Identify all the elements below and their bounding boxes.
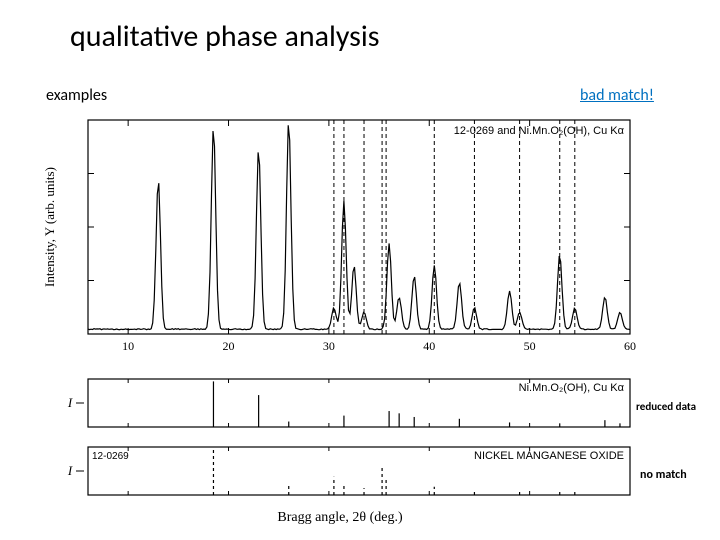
svg-text:50: 50 [524, 339, 536, 353]
no-match-label: no match [640, 468, 687, 482]
page-title: qualitative phase analysis [70, 18, 380, 55]
svg-text:30: 30 [323, 339, 335, 353]
svg-text:40: 40 [423, 339, 435, 353]
svg-text:Ni.Mn.O₂(OH), Cu Kα: Ni.Mn.O₂(OH), Cu Kα [519, 382, 625, 394]
svg-text:12-0269: 12-0269 [92, 451, 129, 462]
svg-text:I: I [67, 463, 73, 478]
svg-text:60: 60 [624, 339, 636, 353]
bad-match-label: bad match! [580, 86, 654, 105]
svg-text:I: I [67, 395, 73, 410]
x-axis-label: Bragg angle, 2θ (deg.) [40, 510, 640, 526]
reduced-data-strip-chart: Ni.Mn.O₂(OH), Cu Kα I [40, 375, 640, 433]
svg-text:20: 20 [223, 339, 235, 353]
svg-text:10: 10 [122, 339, 134, 353]
examples-label: examples [46, 86, 107, 105]
reduced-data-label: reduced data [636, 400, 696, 413]
svg-text:12-0269 and Ni.Mn.O₂(OH), Cu K: 12-0269 and Ni.Mn.O₂(OH), Cu Kα [454, 125, 625, 137]
svg-text:Intensity, Y (arb. units): Intensity, Y (arb. units) [42, 167, 57, 287]
svg-text:NICKEL MANGANESE OXIDE: NICKEL MANGANESE OXIDE [474, 450, 624, 462]
reference-strip-chart: NICKEL MANGANESE OXIDE 12-0269 I [40, 443, 640, 501]
main-diffractogram-chart: 10 20 30 40 50 60 12-0269 and Ni.Mn.O₂(OH), Cu… [40, 112, 640, 362]
